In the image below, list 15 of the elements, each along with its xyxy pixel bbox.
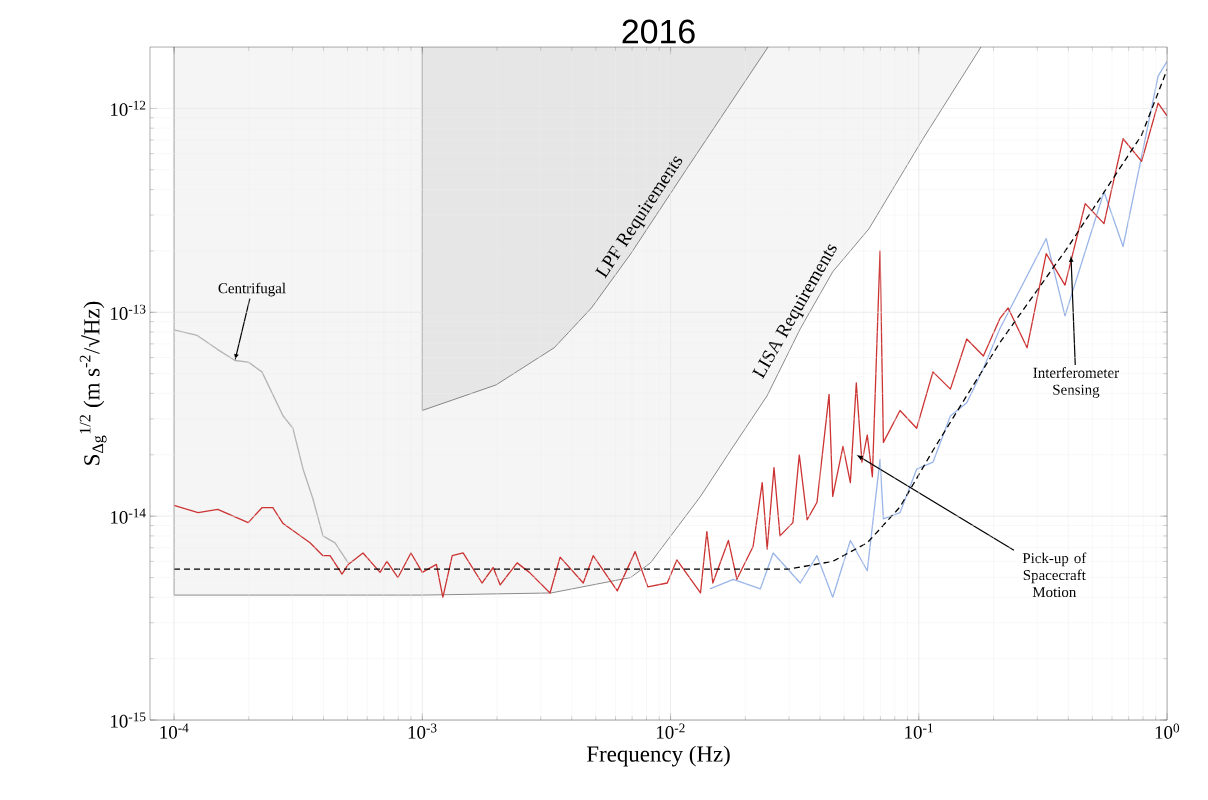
x-tick-label: 10$^{-4}$ <box>160 723 189 739</box>
x-tick-label: 10$^{-3}$ <box>408 723 437 739</box>
chart-title: 2016 <box>622 19 695 44</box>
x-tick-label: 10$^{-1}$ <box>905 723 933 739</box>
annotation: Centrifugal <box>218 282 286 297</box>
y-tick-label: 10$^{-14}$ <box>111 508 146 524</box>
x-axis-title: Frequency (Hz) <box>586 745 730 767</box>
annotation: Interferometer Sensing <box>1033 367 1119 398</box>
y-tick-label: 10$^{-13}$ <box>111 304 146 320</box>
y-tick-label: 10$^{-12}$ <box>111 100 146 116</box>
x-tick-label: 10$^{0}$ <box>1155 723 1180 739</box>
y-axis-title: S$_{Δg}$$^{1/2}$ (m s$^{-2}$/√Hz) <box>79 301 107 465</box>
annotation: Pick-up of Spacecraft Motion <box>1022 552 1087 598</box>
x-tick-label: 10$^{-2}$ <box>656 723 685 739</box>
y-tick-label: 10$^{-15}$ <box>111 712 146 728</box>
